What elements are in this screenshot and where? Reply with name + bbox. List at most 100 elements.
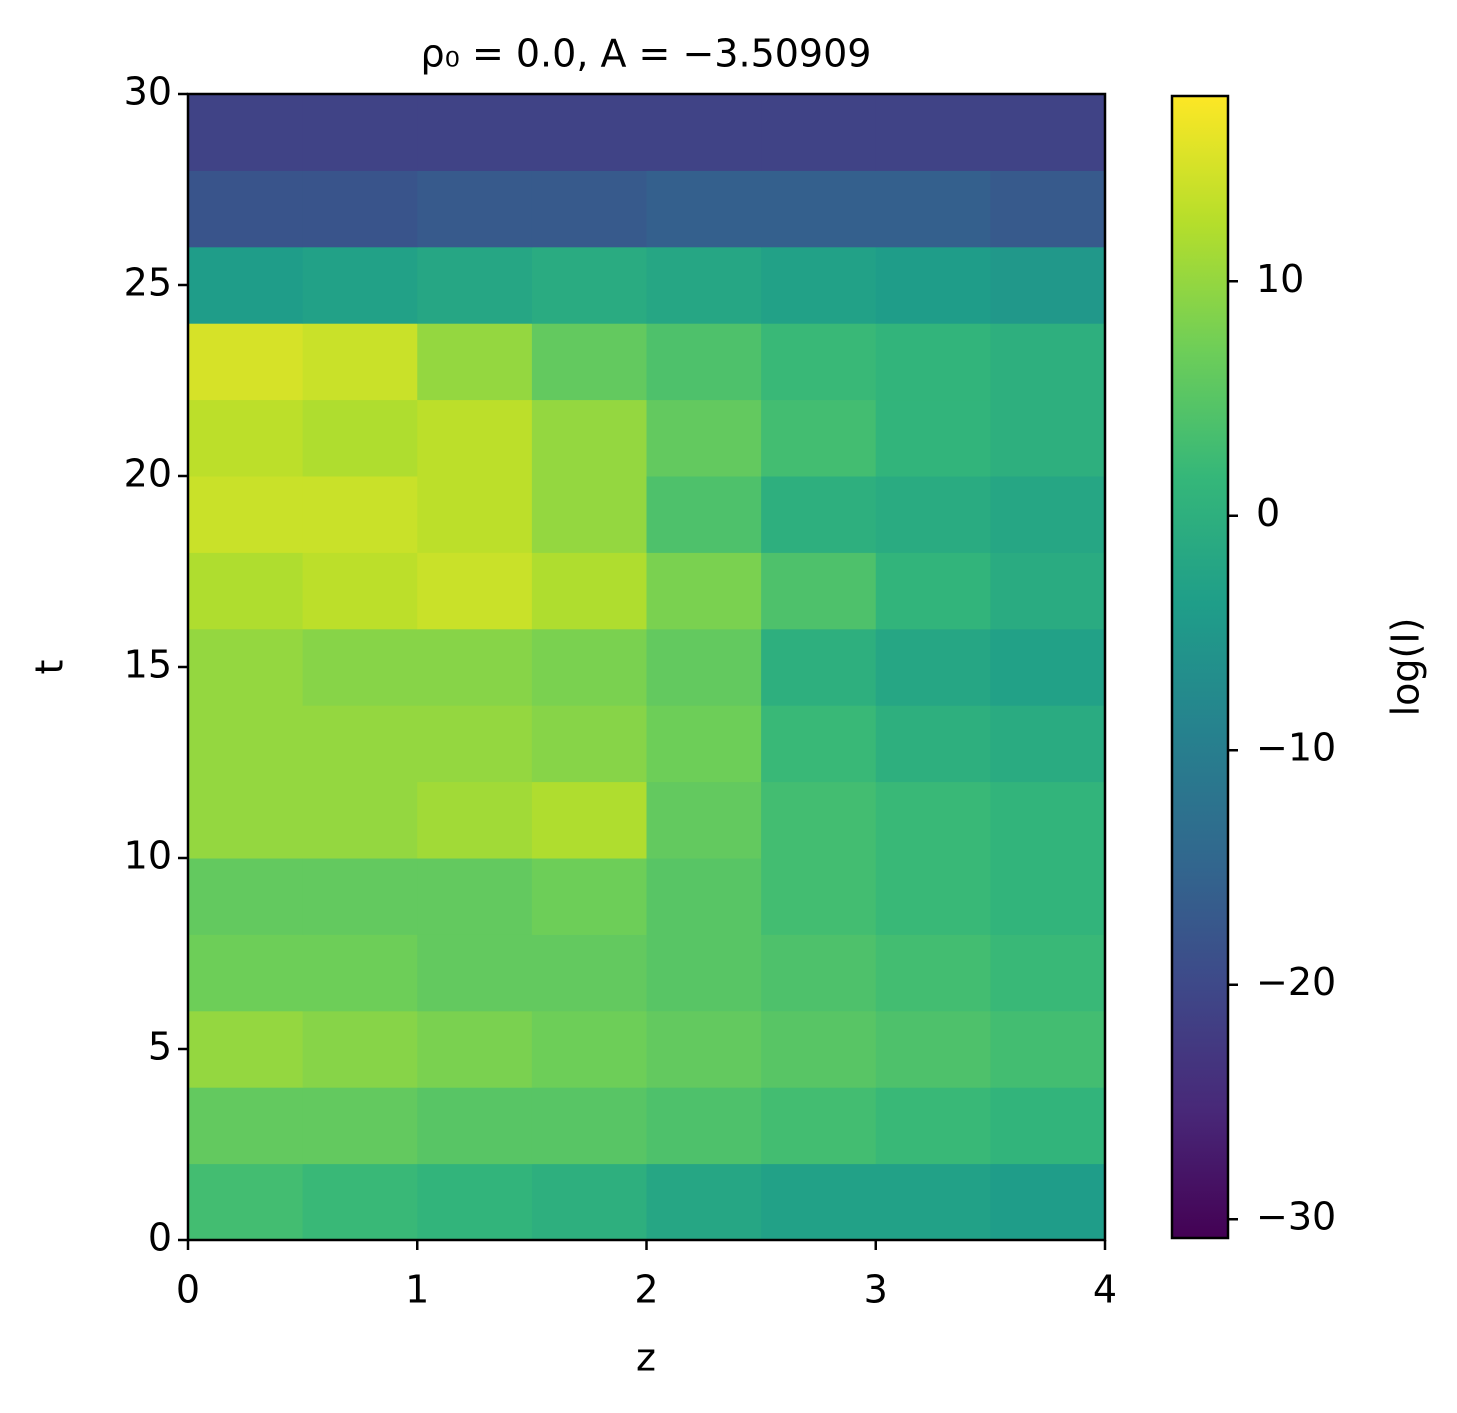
heatmap-cell [761, 934, 877, 1012]
heatmap-cell [875, 1010, 991, 1088]
heatmap-cell [188, 1087, 304, 1165]
heatmap-cell [761, 781, 877, 859]
heatmap-cell [531, 628, 647, 706]
heatmap-cell [646, 399, 762, 477]
heatmap-cell [646, 552, 762, 630]
heatmap-cell [188, 628, 304, 706]
heatmap-cell [531, 934, 647, 1012]
heatmap-cell [188, 781, 304, 859]
heatmap-cell [761, 858, 877, 935]
heatmap-cell [417, 1010, 533, 1088]
heatmap-cell [875, 323, 991, 401]
heatmap-cell [761, 1010, 877, 1088]
colorbar-frame [1170, 94, 1230, 1240]
colorbar-tick-label: −30 [1256, 1195, 1336, 1239]
y-tick-label: 25 [124, 261, 172, 305]
y-tick-label: 10 [124, 834, 172, 878]
heatmap-cell [646, 170, 762, 248]
heatmap-cell [302, 705, 418, 783]
heatmap-cell [417, 246, 533, 324]
colorbar: −30 −20 −10 0 10 [1170, 94, 1336, 1240]
heatmap-cell [875, 1163, 991, 1241]
heatmap-cell [417, 323, 533, 401]
heatmap-cell [646, 1010, 762, 1088]
heatmap-cell [875, 170, 991, 248]
heatmap-cell [646, 94, 762, 171]
heatmap-cell [990, 628, 1106, 706]
heatmap-cell [990, 1010, 1106, 1088]
y-tick-label: 5 [148, 1025, 172, 1069]
colorbar-fill [1172, 96, 1228, 1238]
heatmap-cell [302, 94, 418, 171]
heatmap-cell [761, 1087, 877, 1165]
heatmap-cell [188, 1163, 304, 1241]
heatmap-cell [302, 1010, 418, 1088]
heatmap-cell [188, 705, 304, 783]
heatmap-cell [531, 399, 647, 477]
heatmap-cell [875, 399, 991, 477]
heatmap-cell [531, 1087, 647, 1165]
heatmap-cell [417, 476, 533, 553]
heatmap-cell [531, 170, 647, 248]
x-axis-label: z [636, 1336, 656, 1380]
heatmap-cell [646, 858, 762, 935]
heatmap-cell [302, 781, 418, 859]
heatmap-cell [188, 476, 304, 553]
heatmap-cell [990, 94, 1106, 171]
heatmap [188, 94, 1106, 1241]
heatmap-cell [875, 552, 991, 630]
heatmap-cell [417, 552, 533, 630]
heatmap-cell [761, 323, 877, 401]
heatmap-cell [531, 246, 647, 324]
heatmap-cell [646, 934, 762, 1012]
heatmap-cell [531, 781, 647, 859]
heatmap-cell [646, 323, 762, 401]
heatmap-cell [188, 246, 304, 324]
heatmap-cell [302, 399, 418, 477]
heatmap-cell [302, 1163, 418, 1241]
heatmap-cell [531, 323, 647, 401]
heatmap-cell [761, 246, 877, 324]
heatmap-cell [188, 552, 304, 630]
x-tick-label: 0 [176, 1268, 200, 1312]
heatmap-cell [302, 170, 418, 248]
heatmap-cell [188, 934, 304, 1012]
heatmap-cell [417, 94, 533, 171]
heatmap-cell [417, 705, 533, 783]
heatmap-cell [990, 858, 1106, 935]
heatmap-cell [646, 1163, 762, 1241]
heatmap-cell [302, 476, 418, 553]
heatmap-cell [531, 858, 647, 935]
colorbar-tick-label: −20 [1256, 960, 1336, 1004]
heatmap-cell [761, 94, 877, 171]
heatmap-cell [761, 476, 877, 553]
heatmap-cell [990, 934, 1106, 1012]
heatmap-cell [990, 1087, 1106, 1165]
heatmap-cell [302, 552, 418, 630]
heatmap-cell [531, 705, 647, 783]
y-tick-label: 30 [124, 70, 172, 114]
heatmap-cell [761, 1163, 877, 1241]
x-tick-label: 3 [864, 1268, 888, 1312]
x-tick-label: 1 [405, 1268, 429, 1312]
heatmap-cell [531, 94, 647, 171]
heatmap-cell [531, 1010, 647, 1088]
heatmap-cell [302, 934, 418, 1012]
colorbar-label: log(I) [1384, 618, 1428, 717]
heatmap-cell [417, 781, 533, 859]
heatmap-cell [761, 399, 877, 477]
y-axis-label: t [28, 660, 72, 675]
colorbar-tick-label: 10 [1256, 257, 1304, 301]
heatmap-cell [990, 705, 1106, 783]
heatmap-cell [417, 170, 533, 248]
heatmap-cell [302, 1087, 418, 1165]
heatmap-cell [188, 323, 304, 401]
heatmap-cell [875, 705, 991, 783]
heatmap-cell [646, 628, 762, 706]
heatmap-cell [990, 399, 1106, 477]
heatmap-cell [875, 781, 991, 859]
y-tick-label: 15 [124, 643, 172, 687]
heatmap-cell [417, 934, 533, 1012]
heatmap-cell [188, 1010, 304, 1088]
colorbar-tick-label: 0 [1256, 491, 1280, 535]
